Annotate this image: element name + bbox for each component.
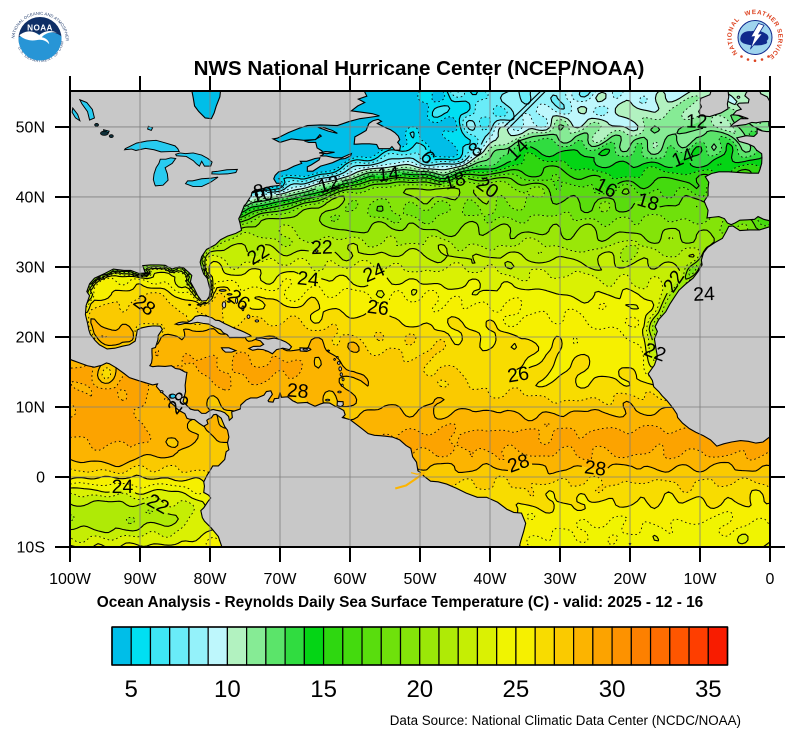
svg-text:30: 30	[599, 676, 626, 703]
svg-text:20: 20	[406, 676, 433, 703]
svg-text:10: 10	[214, 676, 241, 703]
svg-text:0: 0	[36, 470, 45, 487]
svg-text:26: 26	[506, 362, 531, 387]
svg-text:28: 28	[583, 456, 607, 481]
svg-text:0: 0	[766, 571, 775, 588]
svg-text:10W: 10W	[684, 571, 718, 588]
svg-text:25: 25	[503, 676, 530, 703]
svg-text:26: 26	[366, 296, 390, 321]
svg-text:24: 24	[112, 476, 134, 498]
svg-text:NWS National Hurricane Center: NWS National Hurricane Center (NCEP/NOAA…	[194, 57, 645, 80]
svg-text:20N: 20N	[16, 330, 45, 347]
svg-text:30N: 30N	[16, 260, 45, 277]
svg-text:30W: 30W	[544, 571, 578, 588]
svg-text:Ocean Analysis - Reynolds Dail: Ocean Analysis - Reynolds Daily Sea Surf…	[97, 594, 703, 611]
svg-text:12: 12	[686, 111, 708, 133]
svg-text:22: 22	[311, 237, 333, 260]
svg-text:70W: 70W	[264, 571, 298, 588]
svg-text:14: 14	[377, 162, 401, 186]
svg-text:50N: 50N	[16, 120, 45, 137]
svg-text:NOAA: NOAA	[27, 23, 53, 32]
svg-text:5: 5	[125, 676, 138, 703]
svg-text:80W: 80W	[194, 571, 228, 588]
svg-text:35: 35	[695, 676, 722, 703]
svg-text:100W: 100W	[49, 571, 92, 588]
svg-text:60W: 60W	[334, 571, 368, 588]
svg-text:10S: 10S	[17, 540, 45, 557]
svg-text:8: 8	[251, 180, 266, 204]
svg-text:Data Source: National Climatic: Data Source: National Climatic Data Cent…	[390, 713, 741, 728]
svg-text:90W: 90W	[124, 571, 158, 588]
svg-text:15: 15	[310, 676, 337, 703]
svg-text:40N: 40N	[16, 190, 45, 207]
svg-text:28: 28	[286, 379, 309, 403]
svg-text:10N: 10N	[16, 400, 45, 417]
svg-text:24: 24	[693, 283, 716, 306]
svg-text:50W: 50W	[404, 571, 438, 588]
svg-text:24: 24	[296, 267, 320, 291]
svg-text:20W: 20W	[614, 571, 648, 588]
svg-text:40W: 40W	[474, 571, 508, 588]
svg-text:10: 10	[250, 182, 276, 208]
